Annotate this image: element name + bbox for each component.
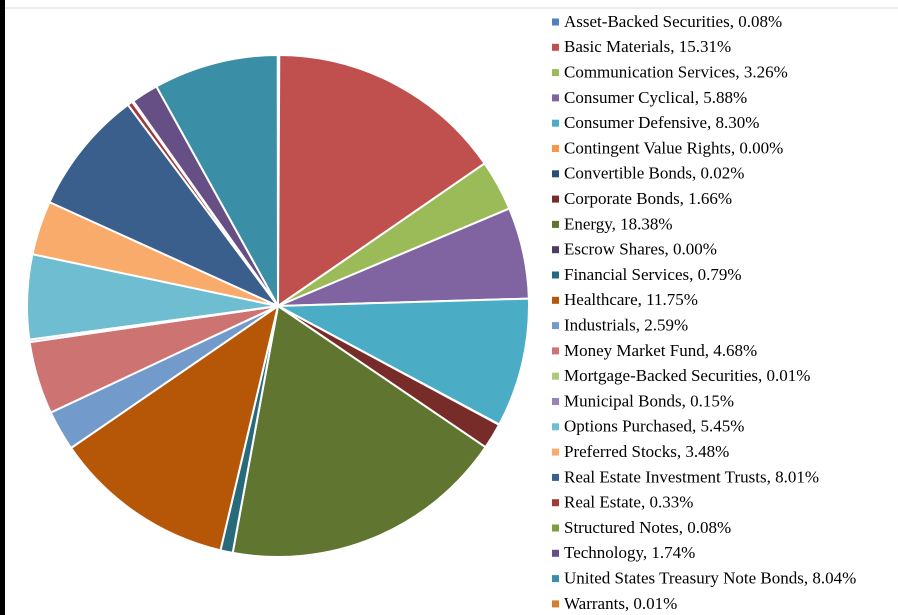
legend-swatch (552, 119, 559, 127)
legend-label: Healthcare, 11.75% (564, 290, 698, 309)
legend-swatch (552, 170, 559, 178)
legend-swatch (552, 423, 559, 431)
legend-swatch (552, 220, 559, 228)
legend: Asset-Backed Securities, 0.08% Basic Mate… (552, 12, 856, 613)
pie-slice (70, 305, 279, 552)
legend-swatch (552, 347, 559, 355)
legend-label: Mortgage-Backed Securities, 0.01% (564, 366, 810, 385)
legend-swatch (552, 322, 559, 330)
legend-label: Real Estate Investment Trusts, 8.01% (564, 467, 819, 486)
legend-label: Real Estate, 0.33% (564, 493, 693, 512)
legend-swatch (552, 549, 559, 557)
legend-label: Warrants, 0.01% (564, 594, 677, 613)
legend-label: Escrow Shares, 0.00% (564, 240, 717, 259)
legend-swatch (552, 575, 559, 583)
legend-swatch (552, 18, 559, 26)
legend-swatch (552, 600, 559, 608)
pie-slice (48, 103, 279, 307)
legend-swatch (552, 499, 559, 507)
legend-swatch (552, 473, 559, 481)
legend-label: Preferred Stocks, 3.48% (564, 442, 729, 461)
legend-swatch (552, 524, 559, 532)
legend-label: Technology, 1.74% (564, 543, 695, 562)
legend-label: Asset-Backed Securities, 0.08% (564, 12, 782, 31)
legend-label: Options Purchased, 5.45% (564, 417, 744, 436)
legend-label: Basic Materials, 15.31% (564, 37, 731, 56)
legend-swatch (552, 195, 559, 203)
legend-label: Communication Services, 3.26% (564, 63, 788, 82)
legend-swatch (552, 43, 559, 51)
pie-slice (277, 297, 530, 426)
legend-label: Contingent Value Rights, 0.00% (564, 138, 783, 157)
legend-label: Energy, 18.38% (564, 214, 673, 233)
legend-label: Municipal Bonds, 0.15% (564, 391, 734, 410)
legend-label: United States Treasury Note Bonds, 8.04% (564, 569, 856, 588)
pie-slice (277, 54, 486, 307)
legend-label: Consumer Cyclical, 5.88% (564, 88, 747, 107)
legend-swatch (552, 94, 559, 102)
legend-swatch (552, 372, 559, 380)
legend-swatch (552, 145, 559, 152)
legend-swatch (552, 246, 559, 254)
legend-label: Industrials, 2.59% (564, 316, 688, 335)
legend-swatch (552, 448, 559, 456)
legend-swatch (552, 296, 559, 304)
pie-slice (231, 305, 487, 558)
legend-swatch (552, 69, 559, 77)
legend-swatch (552, 271, 559, 279)
legend-label: Financial Services, 0.79% (564, 265, 742, 284)
left-edge (0, 0, 5, 615)
legend-label: Consumer Defensive, 8.30% (564, 113, 759, 132)
pie (26, 53, 530, 558)
pie-slice (155, 54, 279, 307)
legend-label: Structured Notes, 0.08% (564, 518, 731, 537)
legend-swatch (552, 398, 559, 405)
legend-label: Corporate Bonds, 1.66% (564, 189, 732, 208)
legend-label: Money Market Fund, 4.68% (564, 341, 757, 360)
legend-label: Convertible Bonds, 0.02% (564, 164, 744, 183)
